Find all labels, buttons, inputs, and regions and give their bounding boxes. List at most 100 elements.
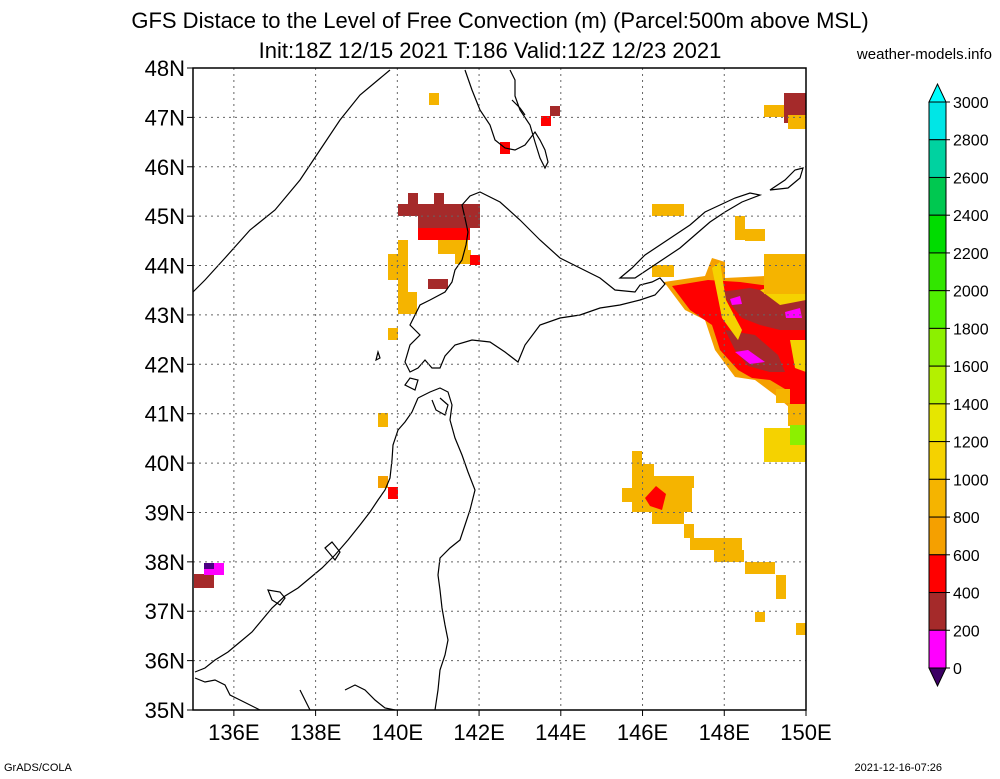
colorbar-label: 1600 [953,359,989,376]
field-patch [790,380,806,406]
colorbar-label: 200 [953,623,980,640]
lat-tick-label: 48N [145,56,185,81]
field-patch [684,524,694,538]
field-patch [388,328,398,340]
colorbar-swatch [928,478,947,518]
colorbar-label: 2600 [953,170,989,187]
field-patch [632,451,642,477]
colorbar-swatch [928,441,947,480]
kuril-coast [769,167,804,191]
field-patch [690,538,742,550]
lon-tick-label: 142E [453,720,504,745]
field-patch [398,204,480,216]
field-patch [642,464,654,478]
honshu-coast [194,397,419,673]
map-frame [192,67,807,711]
footer-timestamp: 2021-12-16-07:26 [854,762,942,774]
lon-tick-label: 140E [372,720,423,745]
chart-title: GFS Distace to the Level of Free Convect… [131,8,869,33]
lon-tick-label: 138E [290,720,341,745]
field-patch [418,228,470,240]
field-patch [428,279,448,289]
lat-axis: 48N 47N 46N 45N 44N 43N 42N 41N 40N 39N 38N 37N 36N 3… [145,56,193,723]
lon-tick-label: 136E [208,720,259,745]
field-patch [652,265,674,277]
field-patch [418,216,480,228]
colorbar-swatch [928,101,947,141]
south-coast [344,684,396,711]
field-patch [405,292,417,314]
colorbar-swatch [928,139,947,178]
field-patch [790,340,806,372]
lon-tick-label: 144E [535,720,586,745]
colorbar-label: 2200 [953,246,989,263]
lat-tick-label: 38N [145,550,185,575]
lon-tick-label: 150E [780,720,831,745]
sado-coast [324,541,341,562]
field-patch [776,575,786,599]
colorbar-label: 0 [953,661,962,678]
colorbar-label: 2800 [953,133,989,150]
site-credit: weather-models.info [856,46,992,63]
field-patch [398,280,408,314]
field-patch [776,389,790,403]
field-patch [788,115,806,129]
field-patch [745,562,775,574]
field-patch [714,550,744,562]
colorbar-swatch [928,516,947,556]
field-patch [388,254,408,280]
lat-tick-label: 42N [145,352,185,377]
honshu-coast [417,387,476,711]
field-patch [434,193,444,205]
field-patch [470,255,480,265]
field-patch [764,254,806,294]
field-patch [398,240,408,254]
field-patch [664,512,684,524]
kuril-coast [618,192,763,279]
hokkaido-coast [404,191,666,373]
field-patch [785,308,802,318]
field-patch [204,563,214,569]
colorbar-label: 2000 [953,284,989,301]
colorbar: 3000280026002400220020001800160014001200… [928,82,989,688]
lat-tick-label: 47N [145,105,185,130]
lat-tick-label: 40N [145,451,185,476]
colorbar-arrow-bottom [928,667,947,688]
lon-axis: 136E 138E 140E 142E 144E 146E 148E 150E [208,710,832,745]
noto-coast [267,589,286,606]
honshu-coast [431,397,449,416]
colorbar-label: 800 [953,510,980,527]
lat-tick-label: 45N [145,204,185,229]
colorbar-label: 3000 [953,95,989,112]
colorbar-swatch [928,252,947,292]
mainland-coast [192,69,391,293]
lat-tick-label: 44N [145,254,185,279]
field-patch [790,425,806,445]
colorbar-swatch [928,403,947,443]
chart-subtitle: Init:18Z 12/15 2021 T:186 Valid:12Z 12/2… [258,38,722,63]
grid-lines [193,68,806,710]
field-patch [429,93,439,105]
colorbar-swatch [928,592,947,631]
colorbar-arrow-top [928,82,947,103]
field-patch [194,574,214,588]
field-patch [550,106,560,116]
field-patch [796,623,806,635]
lon-tick-label: 146E [617,720,668,745]
field-patch [378,413,388,427]
lat-tick-label: 41N [145,402,185,427]
south-coast [194,677,261,711]
field-patch [541,116,551,126]
island [404,377,419,391]
lat-tick-label: 37N [145,599,185,624]
lfc-field [194,93,806,635]
field-patch [645,486,666,510]
field-patch [684,476,694,488]
field-patch [388,487,398,499]
footer-credit: GrADS/COLA [4,762,72,774]
coastline [192,69,804,711]
colorbar-swatch [928,290,947,329]
field-patch [652,204,684,216]
colorbar-swatch [928,214,947,254]
